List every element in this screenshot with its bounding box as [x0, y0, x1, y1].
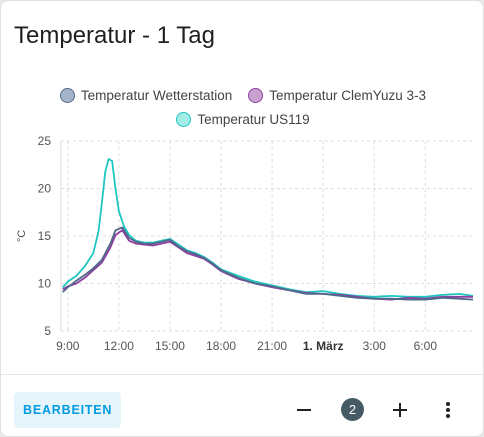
more-menu-button[interactable] [434, 396, 462, 424]
x-tick-label: 12:00 [104, 339, 134, 353]
x-tick-label: 21:00 [257, 339, 287, 353]
series-line-1 [62, 229, 473, 301]
legend-swatch-clemyuzu [248, 87, 264, 103]
zoom-in-button[interactable] [386, 396, 414, 424]
legend-item-clemyuzu[interactable]: Temperatur ClemYuzu 3-3 [248, 87, 427, 103]
x-tick-label: 15:00 [155, 339, 185, 353]
minus-icon [297, 409, 311, 411]
card-divider [1, 374, 484, 375]
zoom-out-button[interactable] [290, 396, 318, 424]
y-tick-label: 15 [38, 229, 52, 243]
edit-button[interactable]: BEARBEITEN [14, 392, 122, 428]
y-tick-label: 25 [38, 134, 52, 148]
plus-icon [393, 403, 407, 417]
x-tick-label: 9:00 [56, 339, 80, 353]
y-axis-label: °C [16, 230, 28, 242]
legend-item-wetterstation[interactable]: Temperatur Wetterstation [59, 87, 233, 103]
legend-swatch-wetterstation [59, 87, 75, 103]
x-tick-label: 3:00 [363, 339, 387, 353]
legend-item-us119[interactable]: Temperatur US119 [176, 111, 310, 127]
legend-swatch-us119 [176, 111, 192, 127]
x-tick-label: 18:00 [206, 339, 236, 353]
more-vert-icon [446, 402, 450, 418]
chart-legend: Temperatur Wetterstation Temperatur Clem… [1, 83, 484, 131]
y-tick-label: 20 [38, 182, 52, 196]
x-tick-label: 1. März [303, 339, 344, 353]
legend-label: Temperatur Wetterstation [80, 87, 233, 103]
card-title: Temperatur - 1 Tag [14, 22, 215, 49]
y-tick-label: 10 [38, 277, 52, 291]
legend-label: Temperatur US119 [197, 111, 310, 127]
x-tick-label: 6:00 [414, 339, 438, 353]
series-line-0 [62, 226, 474, 301]
series-line-2 [62, 158, 474, 298]
legend-label: Temperatur ClemYuzu 3-3 [269, 87, 427, 103]
hours-badge: 2 [341, 398, 364, 421]
y-tick-label: 5 [44, 324, 51, 338]
temperature-chart[interactable]: 5 10 15 20 25 9:00 12:00 15:00 18:00 21:00 1. März… [1, 127, 484, 367]
